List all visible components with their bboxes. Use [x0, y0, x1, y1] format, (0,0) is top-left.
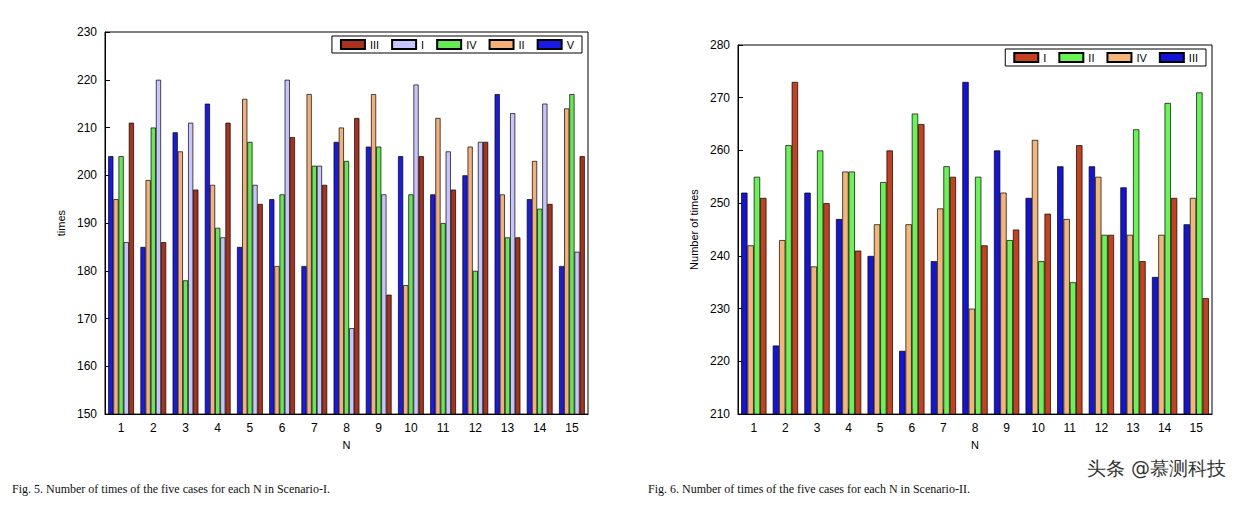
svg-text:12: 12	[469, 421, 483, 435]
svg-text:14: 14	[1158, 421, 1172, 435]
svg-text:13: 13	[1126, 421, 1140, 435]
svg-text:13: 13	[501, 421, 515, 435]
svg-text:IV: IV	[466, 39, 477, 51]
html-text:Fig. 5. Number of times of the: Fig. 5. Number of times of the five case…	[12, 482, 330, 496]
svg-text:160: 160	[77, 359, 97, 373]
svg-text:III: III	[370, 39, 379, 51]
svg-text:15: 15	[1190, 421, 1204, 435]
svg-text:2: 2	[150, 421, 157, 435]
svg-text:260: 260	[710, 143, 730, 157]
html-text:Fig. 6. Number of times of the: Fig. 6. Number of times of the five case…	[648, 482, 970, 496]
svg-text:220: 220	[710, 354, 730, 368]
svg-text:12: 12	[1095, 421, 1109, 435]
svg-text:IV: IV	[1136, 52, 1147, 64]
svg-text:280: 280	[710, 38, 730, 52]
svg-text:10: 10	[1032, 421, 1046, 435]
svg-text:190: 190	[77, 216, 97, 230]
svg-text:II: II	[519, 39, 525, 51]
svg-text:220: 220	[77, 73, 97, 87]
svg-text:230: 230	[77, 25, 97, 39]
svg-text:270: 270	[710, 91, 730, 105]
svg-text:7: 7	[311, 421, 318, 435]
svg-text:8: 8	[972, 421, 979, 435]
svg-text:210: 210	[710, 407, 730, 421]
svg-text:9: 9	[375, 421, 382, 435]
svg-text:7: 7	[940, 421, 947, 435]
svg-text:240: 240	[710, 249, 730, 263]
svg-text:N: N	[343, 439, 351, 451]
svg-text:5: 5	[247, 421, 254, 435]
svg-text:6: 6	[908, 421, 915, 435]
svg-text:15: 15	[565, 421, 579, 435]
svg-text:V: V	[567, 39, 575, 51]
svg-text:11: 11	[437, 421, 450, 435]
svg-text:9: 9	[1003, 421, 1010, 435]
svg-text:8: 8	[343, 421, 350, 435]
svg-text:14: 14	[533, 421, 547, 435]
svg-text:5: 5	[877, 421, 884, 435]
svg-text:6: 6	[279, 421, 286, 435]
svg-text:Number of times: Number of times	[688, 189, 700, 270]
svg-text:230: 230	[710, 302, 730, 316]
svg-text:4: 4	[214, 421, 221, 435]
svg-text:11: 11	[1064, 421, 1077, 435]
svg-text:200: 200	[77, 168, 97, 182]
svg-text:III: III	[1189, 52, 1198, 64]
svg-text:II: II	[1088, 52, 1094, 64]
svg-text:4: 4	[845, 421, 852, 435]
svg-text:3: 3	[182, 421, 189, 435]
svg-text:1: 1	[118, 421, 125, 435]
svg-text:I: I	[1043, 52, 1046, 64]
svg-text:210: 210	[77, 121, 97, 135]
svg-text:1: 1	[750, 421, 757, 435]
svg-text:250: 250	[710, 196, 730, 210]
svg-text:N: N	[971, 439, 979, 451]
svg-text:times: times	[55, 209, 67, 236]
svg-text:3: 3	[814, 421, 821, 435]
svg-text:170: 170	[77, 312, 97, 326]
svg-text:180: 180	[77, 264, 97, 278]
html-text:头条 @慕测科技: 头条 @慕测科技	[1087, 457, 1226, 479]
svg-text:150: 150	[77, 407, 97, 421]
svg-text:I: I	[421, 39, 424, 51]
svg-text:10: 10	[404, 421, 418, 435]
svg-text:2: 2	[782, 421, 789, 435]
